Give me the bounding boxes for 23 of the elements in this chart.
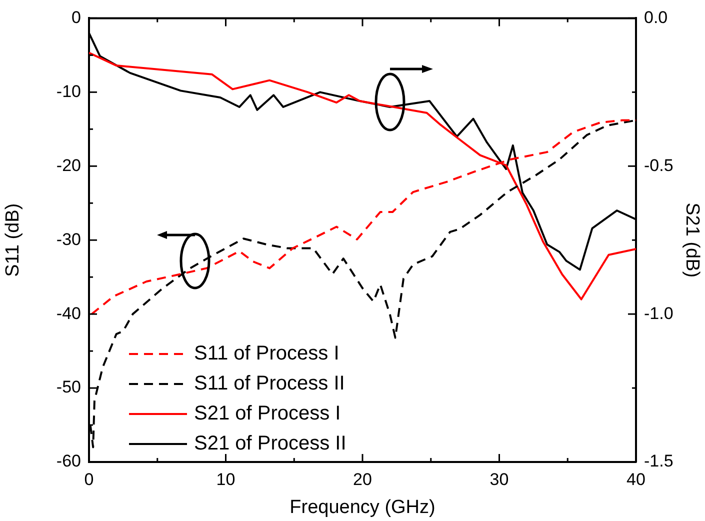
y-tick-label: 0: [72, 8, 81, 27]
y-axis-title: S11 (dB): [2, 203, 24, 277]
legend-label: S21 of Process I: [194, 402, 341, 425]
y2-tick-label: 0.0: [644, 8, 668, 27]
x-tick-label: 30: [490, 470, 509, 489]
legend-label: S21 of Process II: [194, 432, 346, 455]
x-tick-label: 20: [353, 470, 372, 489]
y-tick-label: -50: [56, 378, 81, 397]
legend-label: S11 of Process I: [194, 342, 340, 365]
y2-axis-title: S21 (dB): [681, 202, 702, 278]
x-tick-label: 0: [84, 470, 94, 489]
x-tick-label: 10: [216, 470, 236, 489]
y2-tick-label: -1.0: [644, 304, 674, 323]
y-tick-label: -60: [56, 452, 81, 471]
y-tick-label: -10: [56, 82, 81, 101]
legend-label: S11 of Process II: [194, 372, 345, 395]
y-tick-label: -40: [56, 304, 81, 323]
y2-tick-label: -0.5: [644, 156, 674, 175]
y2-tick-label: -1.5: [644, 452, 674, 471]
x-axis-title: Frequency (GHz): [290, 496, 436, 518]
y-tick-label: -30: [56, 230, 81, 249]
x-tick-label: 40: [626, 470, 646, 489]
y-tick-label: -20: [56, 156, 81, 175]
